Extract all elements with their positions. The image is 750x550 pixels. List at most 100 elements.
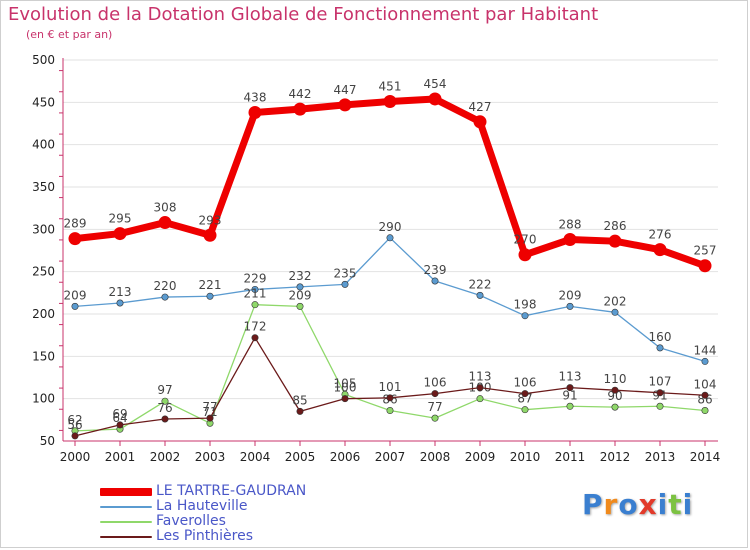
data-label: 454 [424, 77, 447, 91]
data-point [563, 232, 577, 246]
data-label: 71 [202, 405, 217, 419]
data-label: 56 [67, 418, 82, 432]
data-label: 286 [604, 219, 627, 233]
data-label: 87 [517, 392, 532, 406]
y-tick-label: 500 [32, 53, 55, 67]
y-tick-label: 50 [40, 434, 55, 448]
data-label: 97 [157, 383, 172, 397]
data-point [656, 344, 664, 352]
data-point [566, 302, 574, 310]
data-label: 427 [469, 100, 492, 114]
legend-swatch [100, 536, 152, 538]
legend-label: Les Pinthières [156, 528, 254, 544]
data-label: 90 [607, 389, 622, 403]
y-tick-label: 250 [32, 265, 55, 279]
data-label: 239 [424, 263, 447, 277]
data-label: 113 [469, 370, 492, 384]
data-label: 289 [64, 217, 87, 231]
data-point [701, 391, 709, 399]
data-point [296, 407, 304, 415]
data-point [656, 402, 664, 410]
data-point [296, 302, 304, 310]
data-point [116, 421, 124, 429]
y-tick-label: 350 [32, 180, 55, 194]
data-label: 257 [694, 244, 717, 258]
y-tick-label: 150 [32, 349, 55, 363]
data-point [161, 397, 169, 405]
y-tick-label: 200 [32, 307, 55, 321]
data-point [611, 308, 619, 316]
data-point [518, 248, 532, 262]
data-label: 106 [424, 376, 447, 390]
data-point [68, 232, 82, 246]
data-label: 106 [514, 376, 537, 390]
data-point [386, 234, 394, 242]
data-point [251, 334, 259, 342]
x-tick-label: 2003 [195, 450, 226, 464]
data-point [611, 403, 619, 411]
data-point [386, 407, 394, 415]
data-label: 221 [199, 278, 222, 292]
data-label: 438 [244, 90, 267, 104]
data-label: 270 [514, 233, 537, 247]
data-point [386, 394, 394, 402]
x-tick-label: 2001 [105, 450, 136, 464]
legend-label: Faverolles [156, 513, 226, 529]
data-label: 293 [199, 213, 222, 227]
y-tick-label: 400 [32, 138, 55, 152]
data-point [521, 390, 529, 398]
data-point [158, 216, 172, 230]
data-point [608, 234, 622, 248]
chart-subtitle: (en € et par an) [26, 28, 113, 41]
data-point [383, 94, 397, 108]
data-label: 276 [649, 228, 672, 242]
data-label: 229 [244, 271, 267, 285]
data-label: 209 [289, 288, 312, 302]
x-tick-label: 2010 [510, 450, 541, 464]
data-label: 209 [64, 288, 87, 302]
data-label: 172 [244, 320, 267, 334]
data-point [476, 291, 484, 299]
data-point [653, 243, 667, 257]
data-label: 288 [559, 217, 582, 231]
data-label: 308 [154, 201, 177, 215]
data-point [293, 102, 307, 116]
data-label: 442 [289, 87, 312, 101]
data-point [203, 228, 217, 242]
data-point [431, 390, 439, 398]
data-point [431, 277, 439, 285]
data-label: 86 [697, 393, 712, 407]
data-point [521, 406, 529, 414]
data-point [71, 302, 79, 310]
x-tick-label: 2013 [645, 450, 676, 464]
data-label: 69 [112, 407, 127, 421]
data-label: 235 [334, 266, 357, 280]
x-tick-label: 2006 [330, 450, 361, 464]
data-point [296, 283, 304, 291]
data-label: 113 [559, 370, 582, 384]
x-tick-label: 2007 [375, 450, 406, 464]
data-point [206, 292, 214, 300]
data-label: 62 [67, 413, 82, 427]
data-label: 451 [379, 79, 402, 93]
y-tick-label: 300 [32, 222, 55, 236]
x-tick-label: 2012 [600, 450, 631, 464]
data-label: 105 [334, 376, 357, 390]
data-point [701, 407, 709, 415]
data-label: 107 [649, 375, 672, 389]
data-point [161, 415, 169, 423]
data-label: 222 [469, 277, 492, 291]
data-point [476, 395, 484, 403]
data-label: 110 [604, 372, 627, 386]
data-point [521, 312, 529, 320]
x-tick-label: 2008 [420, 450, 451, 464]
data-label: 77 [427, 400, 442, 414]
data-label: 211 [244, 287, 267, 301]
data-label: 85 [292, 393, 307, 407]
data-label: 198 [514, 298, 537, 312]
data-label: 76 [157, 401, 172, 415]
legend-label: LE TARTRE-GAUDRAN [156, 483, 307, 499]
y-tick-label: 450 [32, 95, 55, 109]
data-point [566, 402, 574, 410]
